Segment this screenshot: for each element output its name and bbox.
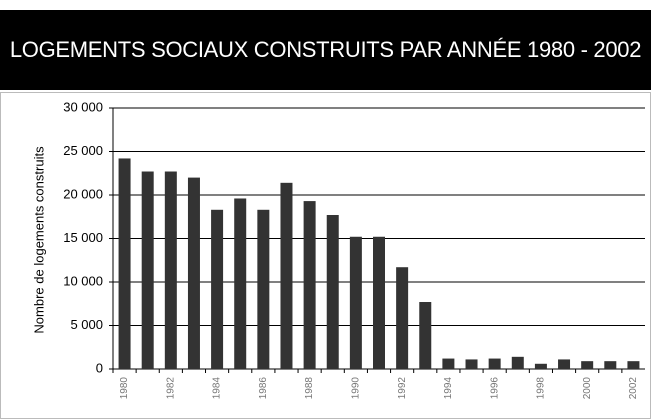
bar xyxy=(604,361,617,369)
x-tick-label: 1986 xyxy=(258,377,269,400)
x-tick-label: 1980 xyxy=(119,377,130,400)
bar xyxy=(303,201,316,369)
y-tick-label: 20 000 xyxy=(63,186,103,201)
bar xyxy=(488,358,501,369)
bar xyxy=(280,182,293,369)
x-tick-label: 1984 xyxy=(212,377,223,400)
bar xyxy=(326,215,339,369)
bar xyxy=(373,236,385,369)
y-axis-label: Nombre de logements construits xyxy=(31,146,46,334)
bar xyxy=(627,361,640,369)
bar xyxy=(187,177,200,369)
y-tick-label: 15 000 xyxy=(63,230,103,245)
y-tick-label: 10 000 xyxy=(63,273,103,288)
bar xyxy=(581,361,594,369)
x-tick-label: 1998 xyxy=(536,377,547,400)
x-tick-label: 2002 xyxy=(628,377,639,400)
bar xyxy=(349,236,362,369)
bar xyxy=(164,171,177,369)
bar xyxy=(396,267,409,369)
chart-title: LOGEMENTS SOCIAUX CONSTRUITS PAR ANNÉE 1… xyxy=(0,10,651,90)
bar xyxy=(534,363,547,369)
x-tick-label: 1990 xyxy=(351,377,362,400)
bar xyxy=(141,171,154,369)
bar xyxy=(465,359,478,369)
y-tick-label: 5 000 xyxy=(70,317,103,332)
bar xyxy=(558,359,571,369)
x-tick-label: 1996 xyxy=(489,377,500,400)
bar xyxy=(419,302,432,369)
x-tick-label: 1994 xyxy=(443,377,454,400)
bar xyxy=(442,358,455,369)
bar xyxy=(511,356,524,369)
bar xyxy=(257,209,270,369)
bar xyxy=(234,198,247,369)
y-tick-label: 0 xyxy=(96,360,103,375)
x-tick-label: 1982 xyxy=(165,377,176,400)
bar xyxy=(118,158,131,369)
y-tick-label: 25 000 xyxy=(63,143,103,158)
y-tick-label: 30 000 xyxy=(63,99,103,114)
bar xyxy=(211,209,224,369)
x-tick-label: 1988 xyxy=(304,377,315,400)
x-tick-label: 1992 xyxy=(397,377,408,400)
x-tick-label: 2000 xyxy=(582,377,593,400)
